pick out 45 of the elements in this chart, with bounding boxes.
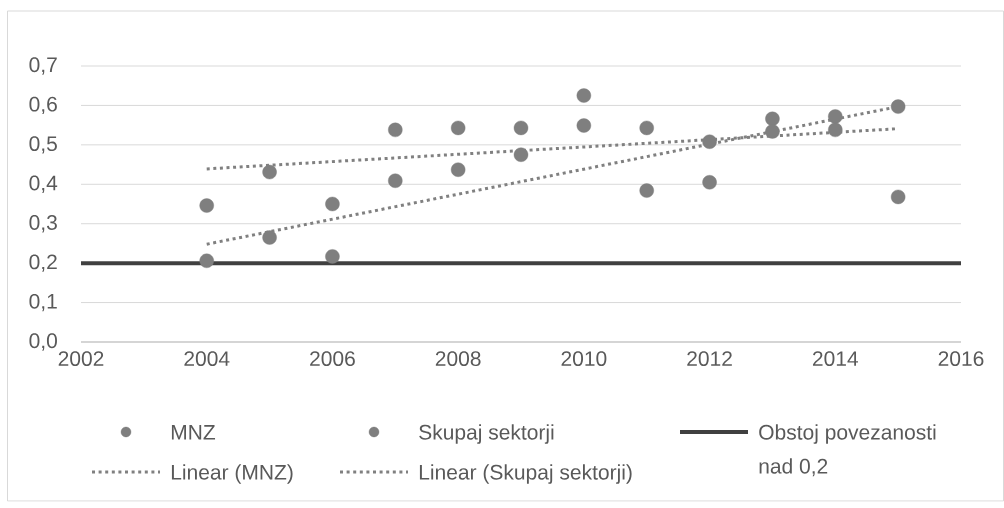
legend-label: MNZ <box>171 425 216 440</box>
point <box>828 109 843 124</box>
y-tick-label: 0,0 <box>29 333 57 351</box>
point <box>576 118 592 133</box>
y-tick-label: 0,1 <box>29 293 57 312</box>
legend-label: Linear (Skupaj sektorji) <box>419 464 632 484</box>
point <box>325 249 340 264</box>
point <box>450 162 466 177</box>
point <box>262 164 277 180</box>
point <box>890 189 906 205</box>
legend-label: Obstoj povezanosti nad 0,2 <box>759 424 936 477</box>
y-tick-label: 0,7 <box>29 57 57 75</box>
point <box>639 183 654 198</box>
point <box>702 175 717 190</box>
y-tick-label: 0,3 <box>29 215 57 233</box>
x-tick-label: 2010 <box>561 351 607 367</box>
x-tick-label: 2002 <box>58 351 104 367</box>
point <box>388 122 403 138</box>
x-tick-label: 2008 <box>435 351 481 367</box>
point <box>765 124 780 139</box>
point <box>828 122 843 138</box>
point <box>702 134 717 149</box>
point <box>388 173 403 188</box>
x-tick-label: 2006 <box>310 351 355 367</box>
x-tick-label: 2016 <box>938 351 984 367</box>
point <box>325 196 340 212</box>
point <box>890 99 906 114</box>
x-tick-label: 2014 <box>812 351 859 367</box>
legend-label: Skupaj sektorji <box>419 424 554 444</box>
x-tick-label: 2004 <box>184 351 230 367</box>
point <box>513 120 529 136</box>
point <box>576 88 592 103</box>
point <box>765 111 780 127</box>
y-tick-label: 0,2 <box>29 254 57 272</box>
y-tick-label: 0,4 <box>29 175 58 193</box>
point <box>639 120 654 136</box>
point <box>199 253 214 268</box>
point <box>450 120 466 136</box>
y-tick-label: 0,6 <box>29 96 57 115</box>
point <box>513 147 529 162</box>
point <box>199 198 214 213</box>
y-tick-label: 0,5 <box>29 136 57 154</box>
legend-label: Linear (MNZ) <box>171 464 293 484</box>
x-tick-label: 2012 <box>687 351 732 367</box>
point <box>262 230 277 245</box>
